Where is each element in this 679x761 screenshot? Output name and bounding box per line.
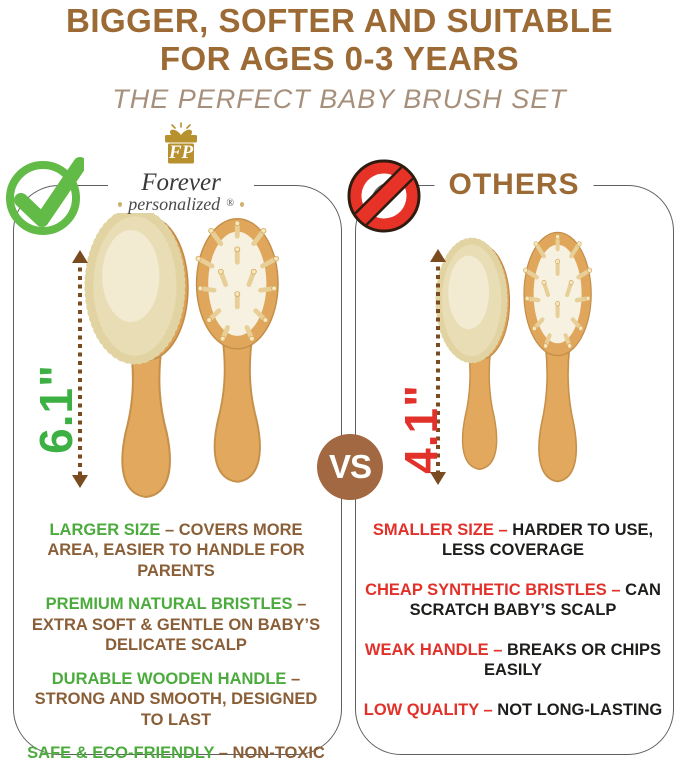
drawback-rest: CAN SCRATCH BABY’S SCALP [409,580,661,620]
page-subtitle: THE PERFECT BABY BRUSH SET [112,84,567,114]
drawback-lead: LOW QUALITY – [363,700,493,719]
page-title-line1: BIGGER, SOFTER AND SUITABLE [65,2,613,39]
checkmark-icon [6,157,84,235]
benefit-lead: PREMIUM NATURAL BRISTLES [45,595,293,614]
header: BIGGER, SOFTER AND SUITABLE FOR AGES 0-3… [0,2,679,115]
benefit-item: LARGER SIZE – COVERS MORE AREA, EASIER T… [22,520,330,581]
dotted-line [78,259,82,479]
benefit-lead: SAFE & ECO-FRIENDLY [27,744,215,761]
benefit-rest: – STRONG AND SMOOTH, DESIGNED TO LAST [34,669,318,729]
vs-badge: VS [317,434,383,500]
benefit-lead: LARGER SIZE [49,521,161,539]
drawback-rest: HARDER TO USE, LESS COVERAGE [441,521,654,560]
gift-icon: FP [165,122,197,164]
our-size-value: 6.1" [30,364,82,454]
brand-logo: FP Forever personalized ® [108,122,254,213]
others-size-value: 4.1" [395,384,447,474]
arrow-up-icon [72,250,88,263]
others-product-panel [355,185,674,755]
others-label: OTHERS [434,168,594,202]
others-drawbacks-list: SMALLER SIZE – HARDER TO USE, LESS COVER… [362,520,664,739]
brand-name-line2: personalized ® [118,195,244,213]
drawback-lead: WEAK HANDLE – [364,640,503,659]
benefit-item: SAFE & ECO-FRIENDLY – NON-TOXIC AND BABY… [22,743,330,761]
benefit-item: PREMIUM NATURAL BRISTLES – EXTRA SOFT & … [22,594,330,655]
registered-mark: ® [226,198,234,209]
svg-text:FP: FP [168,142,194,163]
drawback-lead: CHEAP SYNTHETIC BRISTLES – [365,580,621,599]
drawback-rest: NOT LONG-LASTING [497,700,663,719]
prohibition-icon [347,159,421,233]
drawback-item: SMALLER SIZE – HARDER TO USE, LESS COVER… [362,520,664,561]
our-benefits-list: LARGER SIZE – COVERS MORE AREA, EASIER T… [22,520,330,761]
arrow-down-icon [430,472,446,485]
drawback-item: LOW QUALITY – NOT LONG-LASTING [362,700,664,720]
leaf-ornament-icon [239,201,244,207]
drawback-rest: BREAKS OR CHIPS EASILY [483,640,662,680]
measurement-arrow-ours [72,250,88,488]
benefit-rest: – NON-TOXIC AND BABY-FRIENDLY MATERIALS [218,744,325,761]
benefit-item: DURABLE WOODEN HANDLE – STRONG AND SMOOT… [22,669,330,730]
arrow-down-icon [72,475,88,488]
brand-name: Forever [141,169,221,196]
drawback-lead: SMALLER SIZE – [372,521,508,539]
drawback-item: WEAK HANDLE – BREAKS OR CHIPS EASILY [362,640,664,681]
drawback-item: CHEAP SYNTHETIC BRISTLES – CAN SCRATCH B… [362,580,664,621]
benefit-rest: – COVERS MORE AREA, EASIER TO HANDLE FOR… [47,521,305,580]
page-title-line2: FOR AGES 0-3 YEARS [159,40,520,77]
brand-name2-text: personalized [128,194,221,214]
leaf-ornament-icon [118,201,123,207]
benefit-lead: DURABLE WOODEN HANDLE [51,669,287,688]
benefit-rest: – EXTRA SOFT & GENTLE ON BABY’S DELICATE… [31,595,321,655]
